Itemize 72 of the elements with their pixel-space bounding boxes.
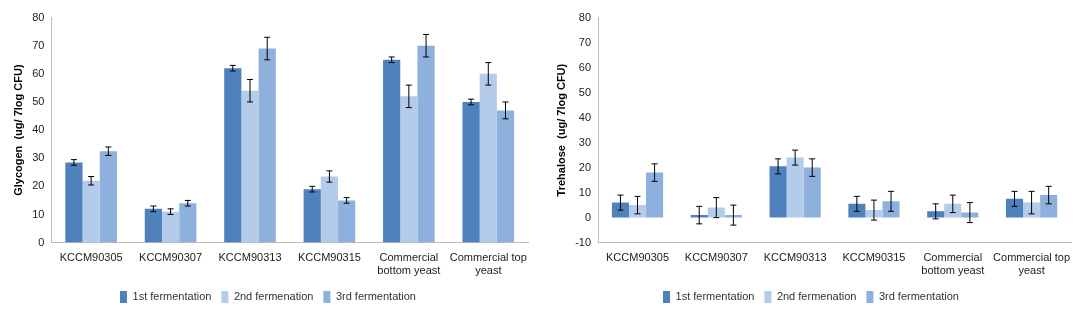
x-tick-label: KCCM90307: [139, 251, 203, 264]
x-tick-label: KCCM90305: [606, 251, 669, 264]
y-tick-label: 20: [578, 160, 592, 173]
y-tick-label: 20: [32, 179, 45, 192]
bar: [258, 48, 276, 243]
y-tick-label: 40: [32, 123, 45, 136]
y-tick-label: 80: [578, 10, 592, 23]
legend-label: 2nd fermenation: [233, 290, 314, 303]
y-tick-label: 70: [578, 35, 592, 48]
x-tick-label: KCCM90305: [59, 251, 123, 264]
y-tick-label: 70: [32, 38, 45, 51]
y-tick-label: 50: [32, 95, 45, 108]
x-tick-label: Commercial bottom yeast: [921, 251, 985, 277]
y-tick-label: 60: [32, 66, 45, 79]
legend-label: 3rd fermentation: [335, 290, 416, 303]
bar: [99, 151, 117, 243]
bar: [400, 96, 418, 243]
bar: [927, 211, 945, 218]
legend-label: 1st fermentation: [132, 290, 212, 303]
bar: [82, 180, 100, 243]
bar: [303, 189, 321, 243]
x-tick-label: Commercial top yeast: [449, 251, 527, 277]
bar: [769, 166, 787, 218]
x-tick-label: KCCM90313: [763, 251, 827, 264]
bar: [707, 207, 725, 218]
bar: [786, 157, 804, 218]
y-tick-label: -10: [575, 235, 592, 248]
y-tick-label: 60: [578, 60, 592, 73]
bar: [724, 215, 742, 218]
y-tick-label: 0: [584, 210, 592, 223]
bar: [646, 172, 664, 218]
y-tick-label: 10: [578, 185, 592, 198]
y-tick-label: 10: [32, 207, 45, 220]
bar: [65, 162, 83, 243]
x-tick-label: KCCM90315: [297, 251, 361, 264]
x-tick-label: Commercial bottom yeast: [377, 251, 441, 277]
bar: [611, 202, 629, 218]
bar: [690, 215, 708, 218]
y-tick-label: 30: [32, 151, 45, 164]
bar: [1005, 198, 1024, 218]
bar: [848, 203, 866, 218]
legend-label: 3rd fermentation: [878, 290, 959, 303]
bar: [1023, 202, 1041, 218]
bar: [462, 101, 480, 243]
y-tick-label: 0: [38, 235, 45, 248]
x-tick-label: KCCM90307: [684, 251, 748, 264]
x-tick-label: KCCM90313: [218, 251, 282, 264]
y-axis-title: Glycogen (ug/ 7log CFU): [11, 64, 24, 196]
bar: [496, 110, 515, 243]
y-tick-label: 30: [578, 135, 592, 148]
bar: [161, 211, 180, 243]
bar: [479, 73, 497, 243]
y-tick-label: 80: [32, 10, 45, 23]
y-axis-title: Trehalose (ug/ 7log CFU): [554, 63, 567, 197]
bar: [383, 59, 401, 243]
bar: [320, 176, 339, 243]
y-tick-label: 50: [578, 85, 592, 98]
bar: [179, 203, 197, 243]
bar: [144, 208, 162, 243]
bar: [882, 201, 900, 218]
x-tick-label: KCCM90315: [842, 251, 906, 264]
legend-label: 2nd fermenation: [776, 290, 857, 303]
x-tick-label: Commercial top yeast: [993, 251, 1071, 277]
bar: [338, 200, 356, 243]
legend-label: 1st fermentation: [675, 290, 755, 303]
bar: [241, 90, 259, 243]
bar: [803, 167, 821, 218]
bar: [1040, 195, 1058, 218]
y-tick-label: 40: [578, 110, 592, 123]
bar: [944, 203, 962, 218]
bar: [224, 68, 242, 243]
bar: [417, 45, 435, 243]
